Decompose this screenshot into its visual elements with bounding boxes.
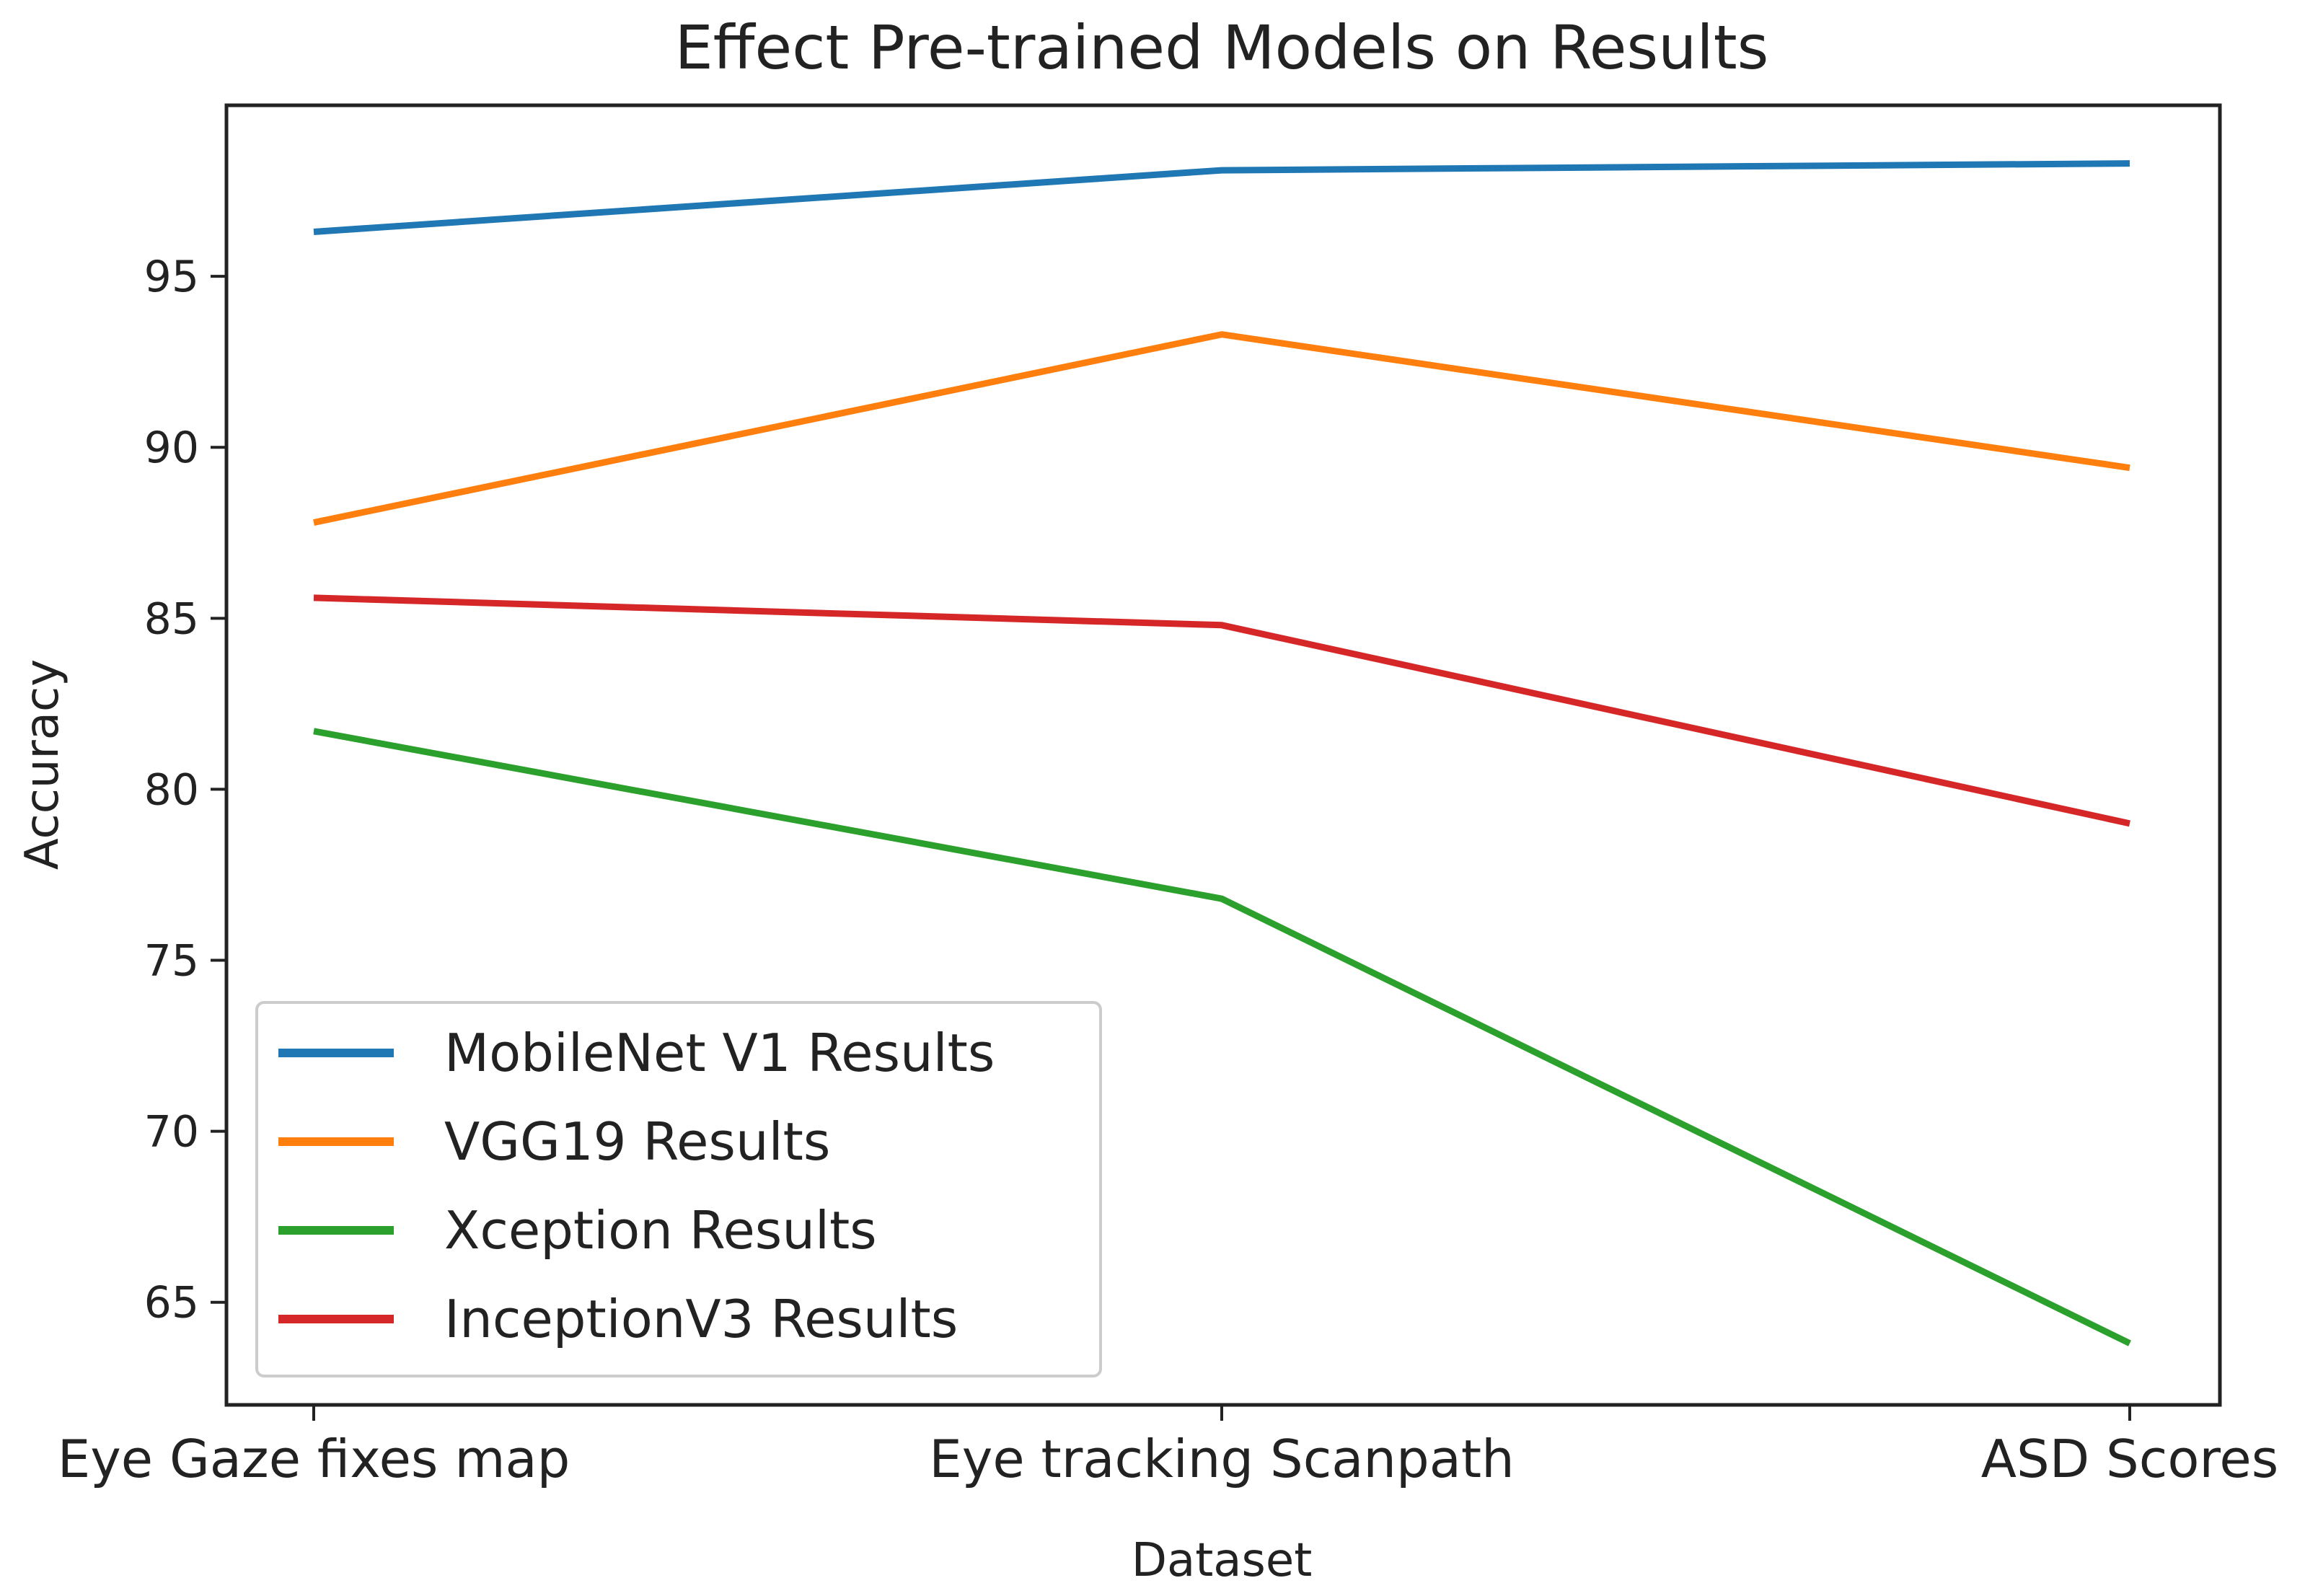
y-tick-label: 90 xyxy=(144,423,199,473)
y-tick-label: 65 xyxy=(144,1278,199,1328)
y-tick-label: 70 xyxy=(144,1107,199,1158)
x-tick-label: Eye tracking Scanpath xyxy=(929,1429,1514,1489)
y-axis-label: Accuracy xyxy=(16,659,69,870)
x-axis-label: Dataset xyxy=(1132,1534,1313,1587)
legend-entry: Xception Results xyxy=(444,1200,877,1261)
legend-entry: VGG19 Results xyxy=(444,1111,830,1172)
x-tick-label: Eye Gaze fixes map xyxy=(58,1429,570,1489)
series-line xyxy=(313,160,2130,235)
series-line xyxy=(313,728,2131,1346)
legend-entry: MobileNet V1 Results xyxy=(444,1023,995,1083)
x-tick-label: ASD Scores xyxy=(1981,1429,2278,1489)
legend: MobileNet V1 Results VGG19 Results Xceptio… xyxy=(255,1001,1102,1377)
series-line xyxy=(313,594,2130,827)
y-tick-label: 95 xyxy=(144,252,199,302)
series-line xyxy=(313,331,2130,526)
legend-box xyxy=(255,1001,1102,1377)
chart-title: Effect Pre-trained Models on Results xyxy=(675,12,1769,83)
legend-entry: InceptionV3 Results xyxy=(444,1289,958,1349)
plot-area: 65 70 75 80 85 90 95 Eye Gaze fixes map Eye trac… xyxy=(58,103,2278,1489)
y-tick-label: 80 xyxy=(144,764,199,815)
y-tick-label: 75 xyxy=(144,936,199,987)
y-tick-label: 85 xyxy=(144,594,199,644)
